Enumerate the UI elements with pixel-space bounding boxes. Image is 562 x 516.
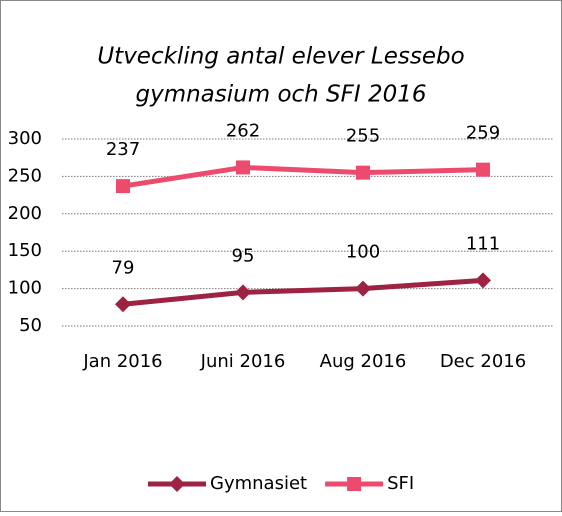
data-label: 255 xyxy=(346,126,380,147)
x-tick-label: Aug 2016 xyxy=(320,351,407,372)
data-label: 237 xyxy=(106,139,140,160)
data-label: 111 xyxy=(466,233,500,254)
legend-marker xyxy=(347,477,362,491)
data-label: 100 xyxy=(346,242,380,263)
chart-title: gymnasium och SFI 2016 xyxy=(135,82,426,108)
y-tick-label: 300 xyxy=(8,128,42,149)
data-point xyxy=(355,280,371,297)
legend-label: Gymnasiet xyxy=(210,473,307,494)
data-label: 259 xyxy=(466,123,500,144)
y-tick-label: 250 xyxy=(8,165,42,186)
data-point xyxy=(475,272,491,289)
data-label: 79 xyxy=(112,257,135,278)
data-point xyxy=(476,162,490,177)
y-tick-label: 200 xyxy=(8,203,42,224)
data-label: 95 xyxy=(232,245,255,266)
x-tick-label: Dec 2016 xyxy=(440,351,526,372)
series-line xyxy=(122,277,484,307)
data-point xyxy=(116,179,130,194)
data-label: 262 xyxy=(226,120,260,141)
legend-marker xyxy=(169,476,185,492)
data-point xyxy=(236,160,250,175)
data-point xyxy=(235,284,251,301)
y-tick-label: 100 xyxy=(8,278,42,299)
legend-label: SFI xyxy=(387,473,414,494)
x-tick-label: Jan 2016 xyxy=(82,351,162,372)
y-tick-label: 50 xyxy=(19,315,42,336)
data-point xyxy=(356,165,370,180)
series-line xyxy=(122,164,484,189)
x-tick-label: Juni 2016 xyxy=(200,351,286,372)
y-tick-label: 150 xyxy=(8,240,42,261)
chart-title: Utveckling antal elever Lessebo xyxy=(97,44,464,70)
data-point xyxy=(115,296,131,313)
